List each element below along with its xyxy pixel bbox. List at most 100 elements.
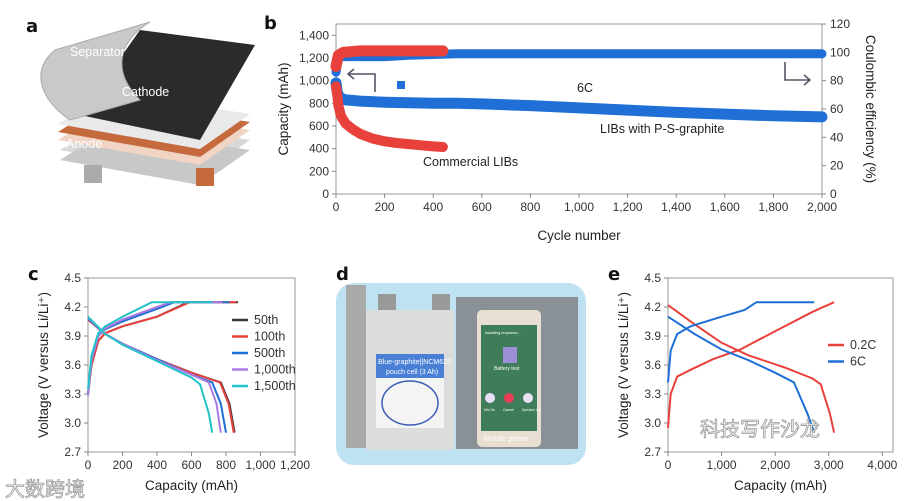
x-tick-label: 1,800 <box>758 200 788 214</box>
x-tick-label: 0 <box>333 200 340 214</box>
panel-c: c 0 200 400 600 800 1,000 1,200 2.7 3.0 3.3 3.6 3.9… <box>28 264 310 493</box>
charge-curve-1,500th <box>87 301 213 390</box>
x-tick-label: 600 <box>181 458 201 472</box>
university-seal <box>381 380 439 426</box>
cell-label-line1: Blue-graphite||NCM622 <box>378 359 451 366</box>
charge-curve-6C <box>667 301 815 383</box>
x-tick-label: 800 <box>520 200 540 214</box>
legend-label: 6C <box>850 355 866 369</box>
y-tick-label: 200 <box>309 164 329 178</box>
y-tick-label: 3.6 <box>64 358 81 372</box>
x-tick-label: 1,000 <box>245 458 275 472</box>
panel-b: b 6C LIBs with P-S-graphite Commercial L… <box>264 13 878 243</box>
series-3 <box>330 45 449 72</box>
x-tick-label: 0 <box>85 458 92 472</box>
cell-label-line2: pouch cell (3 Ah) <box>386 369 438 376</box>
y-tick-label: 0 <box>322 187 329 201</box>
x-axis-label: Cycle number <box>537 228 621 243</box>
y2-tick-label: 100 <box>830 45 850 59</box>
y-tick-label: 1,400 <box>299 28 329 42</box>
y-tick-label: 2.7 <box>644 445 661 459</box>
y-tick-label: 3.3 <box>64 387 81 401</box>
x-tick-label: 600 <box>472 200 492 214</box>
y2-tick-label: 120 <box>830 17 850 31</box>
left-axis-arrow-icon <box>346 68 376 92</box>
x-tick-label: 2,000 <box>807 200 837 214</box>
x-tick-label: 4,000 <box>867 458 897 472</box>
electrode-stack-illustration: Separator Cathode Anode <box>40 21 255 186</box>
panel-a: a Separator Cathode Anode <box>26 16 255 186</box>
phone-photo: Awaiting response... Battery test Mic On… <box>456 297 578 449</box>
y-tick-label: 800 <box>309 96 329 110</box>
x-axis-label: Capacity (mAh) <box>145 478 238 493</box>
discharge-curve-0.2C <box>667 304 836 433</box>
x-tick-label: 3,000 <box>814 458 844 472</box>
y-tick-label: 2.7 <box>64 445 81 459</box>
x-tick-label: 2,000 <box>760 458 790 472</box>
y-tick-label: 600 <box>309 119 329 133</box>
series-1 <box>331 81 448 152</box>
x-tick-label: 1,000 <box>564 200 594 214</box>
x-tick-label: 1,400 <box>661 200 691 214</box>
x-tick-label: 200 <box>112 458 132 472</box>
legend-label: 1,500th <box>254 379 296 393</box>
panel-d: d Blue-graphite||NCM622 pouch cell (3 Ah… <box>336 264 586 465</box>
x-axis-label: Capacity (mAh) <box>734 478 827 493</box>
discharge-curve-1,500th <box>87 315 214 433</box>
y-tick-label: 1,200 <box>299 51 329 65</box>
y-axis-label: Voltage (V versus Li/Li⁺) <box>36 292 51 438</box>
y2-axis-label: Coulombic efficiency (%) <box>863 35 878 183</box>
commercial-annotation: Commercial LIBs <box>423 155 518 169</box>
watermark-right: 科技写作沙龙 <box>700 417 820 441</box>
charge-curve-0.2C <box>667 301 835 428</box>
mic-on: Mic On <box>484 408 495 412</box>
series-0 <box>330 77 828 123</box>
pouch-cell-photo: Blue-graphite||NCM622 pouch cell (3 Ah) <box>346 285 454 450</box>
y2-tick-label: 20 <box>830 159 844 173</box>
y-tick-label: 3.9 <box>64 329 81 343</box>
x-tick-label: 400 <box>423 200 443 214</box>
y-tick-label: 4.2 <box>644 300 661 314</box>
panel-label-b: b <box>264 13 277 34</box>
y-tick-label: 3.9 <box>644 329 661 343</box>
legend-label: 100th <box>254 330 285 344</box>
y-tick-label: 3.3 <box>644 387 661 401</box>
cancel: Cancel <box>503 408 514 412</box>
panel-label-e: e <box>608 264 620 285</box>
y2-tick-label: 60 <box>830 102 844 116</box>
x-tick-label: 1,600 <box>710 200 740 214</box>
y2-tick-label: 0 <box>830 187 837 201</box>
right-axis-arrow-icon <box>784 62 812 86</box>
y-tick-label: 1,000 <box>299 74 329 88</box>
y2-tick-label: 40 <box>830 130 844 144</box>
legend-label: 500th <box>254 346 285 360</box>
x-tick-label: 1,000 <box>707 458 737 472</box>
x-tick-label: 800 <box>216 458 236 472</box>
ps-graphite-annotation: LIBs with P-S-graphite <box>600 122 724 136</box>
speaker-on: Speaker On <box>522 408 541 412</box>
legend-label: 50th <box>254 313 278 327</box>
panel-label-d: d <box>336 264 349 285</box>
y-tick-label: 3.6 <box>644 358 661 372</box>
panel-label-c: c <box>28 264 39 285</box>
phone-caption: Mobile phone <box>484 434 529 443</box>
x-tick-label: 1,200 <box>280 458 310 472</box>
anode-label: Anode <box>66 137 102 151</box>
y-axis-label: Voltage (V versus Li/Li⁺) <box>616 292 631 438</box>
separator-label: Separator <box>70 45 125 59</box>
x-tick-label: 0 <box>665 458 672 472</box>
phone-status: Awaiting response... <box>485 330 521 335</box>
cathode-label: Cathode <box>122 85 169 99</box>
x-tick-label: 1,200 <box>613 200 643 214</box>
y2-tick-label: 80 <box>830 74 844 88</box>
series-2 <box>331 49 827 77</box>
y-tick-label: 4.2 <box>64 300 81 314</box>
panel-e: e 0 1,000 2,000 3,000 4,000 2.7 3.0 3.3 3.6 3.9 4.… <box>608 264 898 493</box>
battery-test-text: Battery test <box>494 366 520 372</box>
legend-label: 0.2C <box>850 338 876 352</box>
y-tick-label: 4.5 <box>644 271 661 285</box>
data-marker <box>397 81 405 89</box>
x-tick-label: 200 <box>375 200 395 214</box>
y-tick-label: 400 <box>309 142 329 156</box>
